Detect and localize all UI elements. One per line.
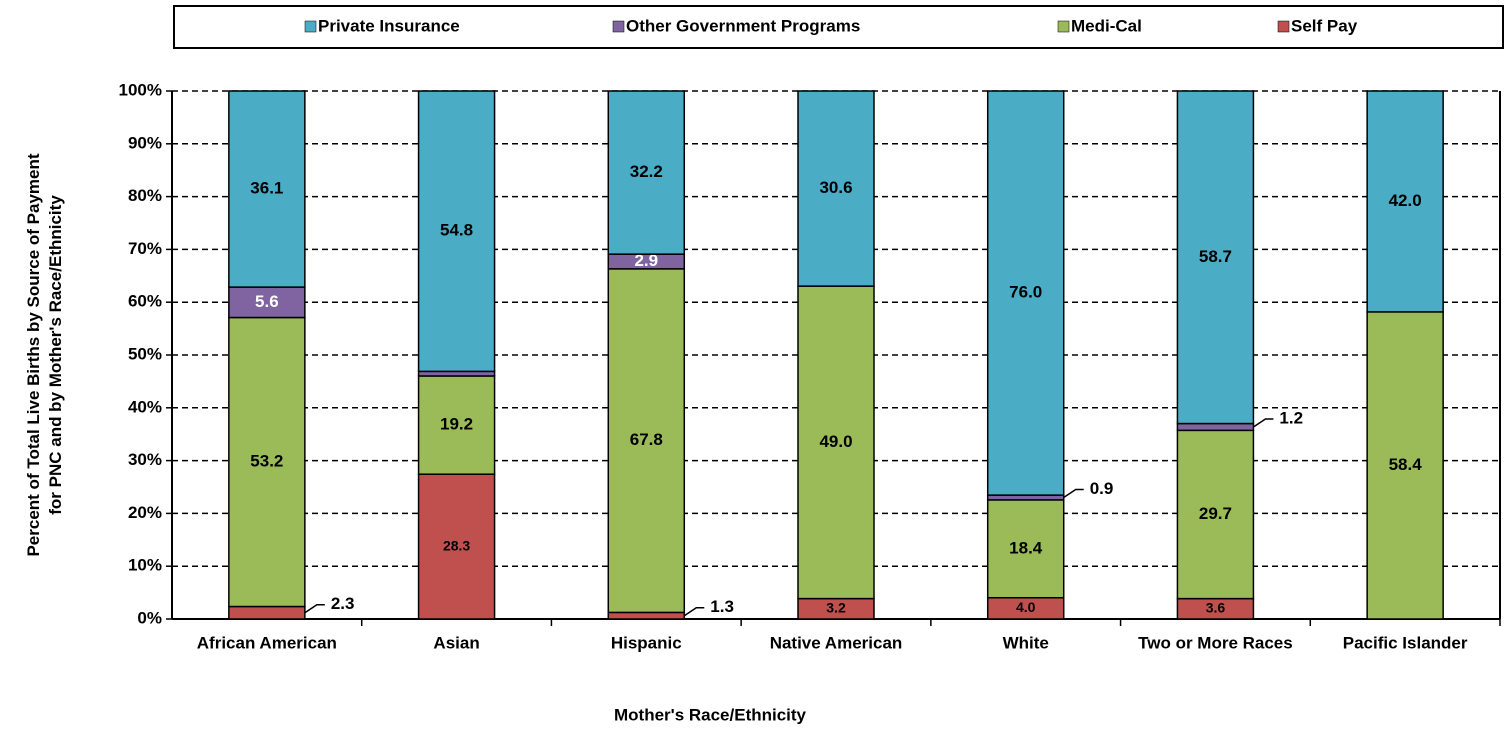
- legend-label: Medi-Cal: [1071, 16, 1142, 35]
- legend-swatch: [1057, 20, 1070, 33]
- data-label: 2.3: [331, 594, 355, 613]
- y-tick-label: 20%: [128, 503, 162, 522]
- legend-label: Other Government Programs: [626, 16, 860, 35]
- legend-swatch: [1277, 20, 1290, 33]
- callout-line: [683, 606, 705, 617]
- callout-line: [1063, 488, 1084, 499]
- legend-swatch: [304, 20, 317, 33]
- data-label: 5.6: [255, 292, 279, 311]
- data-label: 58.4: [1389, 455, 1423, 474]
- bar-segment: [1366, 90, 1444, 313]
- data-label: 49.0: [819, 432, 852, 451]
- data-label: 30.6: [819, 178, 852, 197]
- x-tick-label: Asian: [433, 633, 479, 652]
- y-tick-label: 0%: [137, 608, 162, 627]
- data-label: 2.9: [634, 251, 658, 270]
- data-label: 42.0: [1389, 191, 1422, 210]
- x-tick-label: African American: [197, 633, 337, 652]
- data-label: 28.3: [443, 537, 470, 553]
- data-label: 0.9: [1090, 479, 1114, 498]
- legend-label: Self Pay: [1291, 16, 1358, 35]
- x-tick-label: White: [1003, 633, 1049, 652]
- data-label: 3.6: [1206, 600, 1226, 616]
- y-tick-label: 50%: [128, 344, 162, 363]
- x-tick-label: Pacific Islander: [1343, 633, 1468, 652]
- data-label: 1.3: [710, 597, 734, 616]
- bar-segment: [797, 90, 875, 287]
- data-label: 1.2: [1279, 408, 1303, 427]
- bar-segment: [417, 473, 496, 620]
- bar-segment: [797, 285, 875, 600]
- callout-line: [304, 604, 325, 614]
- bar-segment: [607, 90, 686, 255]
- x-axis-title: Mother's Race/Ethnicity: [614, 705, 807, 724]
- y-tick-label: 90%: [128, 133, 162, 152]
- x-tick-label: Hispanic: [611, 633, 682, 652]
- data-label: 76.0: [1009, 283, 1042, 302]
- bar-segment: [986, 499, 1065, 599]
- y-axis-title: Percent of Total Live Births by Source o…: [24, 153, 65, 556]
- legend-label: Private Insurance: [318, 16, 460, 35]
- bar-segment: [228, 90, 306, 288]
- bar-segment: [417, 375, 496, 475]
- callout-line: [1253, 418, 1274, 428]
- data-label: 54.8: [440, 221, 473, 240]
- y-tick-label: 30%: [128, 450, 162, 469]
- bar-segment: [228, 605, 306, 620]
- bar-segment: [1176, 90, 1255, 425]
- x-tick-label: Two or More Races: [1138, 633, 1293, 652]
- data-label: 4.0: [1016, 599, 1036, 615]
- data-label: 32.2: [630, 162, 663, 181]
- y-tick-label: 100%: [119, 80, 162, 99]
- bar-segment: [607, 611, 686, 620]
- y-tick-label: 80%: [128, 186, 162, 205]
- y-tick-label: 10%: [128, 556, 162, 575]
- data-label: 58.7: [1199, 247, 1232, 266]
- y-tick-label: 70%: [128, 239, 162, 258]
- bar-segment: [1176, 422, 1255, 432]
- bar-segment: [986, 90, 1065, 496]
- legend-swatch: [612, 20, 625, 33]
- bar-segment: [1366, 311, 1444, 620]
- data-label: 53.2: [250, 451, 283, 470]
- y-tick-label: 40%: [128, 397, 162, 416]
- data-label: 36.1: [250, 179, 283, 198]
- bar-segment: [417, 90, 496, 373]
- x-tick-label: Native American: [770, 633, 903, 652]
- data-label: 18.4: [1009, 538, 1043, 557]
- y-tick-label: 60%: [128, 292, 162, 311]
- data-label: 29.7: [1199, 504, 1232, 523]
- data-label: 19.2: [440, 415, 473, 434]
- data-label: 3.2: [826, 600, 846, 616]
- data-label: 67.8: [630, 430, 663, 449]
